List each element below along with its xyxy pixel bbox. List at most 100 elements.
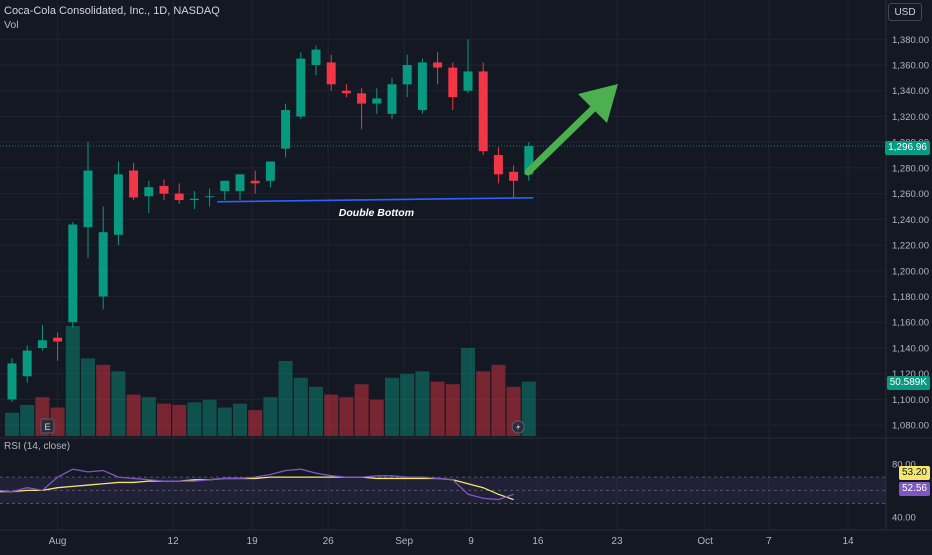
volume-tag: 50.589K [886, 376, 930, 390]
rsi-title: RSI (14, close) [4, 441, 71, 452]
support-line [217, 196, 534, 203]
rsi-line [0, 468, 514, 501]
volume-bar [263, 397, 278, 436]
price-tick-label: 1,080.00 [892, 421, 929, 432]
candle-body [463, 71, 473, 91]
candle-body [174, 193, 184, 201]
price-tick-label: 1,360.00 [892, 61, 929, 72]
rsi-tick-label: 80.00 [892, 459, 916, 470]
rsi-ma-tag: 53.20 [898, 466, 930, 480]
candle-body [478, 71, 488, 152]
time-axis-label: 9 [468, 536, 474, 547]
candle-body [357, 93, 367, 104]
currency-button[interactable]: USD [888, 3, 922, 21]
time-axis-label: Sep [395, 536, 413, 547]
volume-bar [445, 384, 460, 436]
candle-body [448, 67, 458, 98]
candle-body [417, 62, 427, 111]
volume-bar [111, 371, 126, 436]
volume-bar [278, 360, 293, 436]
volume-bar [217, 407, 232, 436]
price-tick-label: 1,220.00 [892, 241, 929, 252]
candle-body [402, 65, 412, 85]
volume-bar [65, 326, 80, 436]
price-tick-label: 1,320.00 [892, 112, 929, 123]
rsi-ma-line [0, 476, 514, 501]
volume-bar [369, 399, 384, 436]
bullish-arrow-shaft [524, 98, 604, 176]
time-axis-label: 23 [611, 536, 623, 547]
price-tick-label: 1,120.00 [892, 369, 929, 380]
volume-bar [430, 381, 445, 436]
volume-bar [385, 377, 399, 436]
volume-bar [293, 377, 308, 436]
time-axis-label: 14 [842, 536, 854, 547]
candle-body [22, 350, 32, 377]
time-axis-label: 7 [766, 536, 772, 547]
volume-bar [354, 384, 369, 436]
volume-bar [491, 364, 506, 436]
volume-bar [415, 371, 430, 436]
volume-bar [20, 404, 35, 436]
candle-body [113, 174, 123, 235]
earnings-badge-box [40, 418, 55, 434]
time-axis-label: Aug [49, 536, 67, 547]
price-tick-label: 1,380.00 [892, 35, 929, 46]
candle-body [524, 146, 534, 175]
volume-bar [141, 397, 156, 436]
volume-bar [521, 381, 536, 436]
candle-body [250, 180, 260, 184]
candle-body [189, 198, 199, 201]
volume-bar [126, 394, 141, 436]
price-tick-label: 1,180.00 [892, 292, 929, 303]
price-tick-label: 1,140.00 [892, 343, 929, 354]
candle-body [159, 185, 169, 194]
volume-bar [461, 348, 475, 436]
candle-body [83, 170, 93, 228]
rsi-value-tag: 52.56 [898, 482, 930, 496]
price-tick-label: 1,100.00 [892, 395, 929, 406]
candle-body [98, 232, 108, 297]
volume-bar [309, 386, 323, 436]
lightning-icon [511, 420, 525, 434]
volume-bar [400, 373, 415, 436]
time-axis-label: 19 [247, 536, 259, 547]
candle-body [37, 340, 47, 348]
volume-bar [5, 412, 19, 436]
lightning-icon-bolt [516, 423, 521, 431]
price-tick-label: 1,340.00 [892, 86, 929, 97]
volume-bar [248, 410, 263, 436]
symbol-line: Coca-Cola Consolidated, Inc., 1D, NASDAQ [4, 5, 220, 17]
volume-label: Vol [4, 19, 19, 31]
candle-body [205, 196, 215, 198]
candle-body [129, 170, 139, 198]
last-price-tag: 1,296.96 [885, 141, 930, 155]
volume-bar [324, 394, 339, 436]
volume-bar [96, 364, 111, 436]
rsi-tick-label: 40.00 [892, 512, 916, 523]
candle-body [68, 224, 78, 323]
price-tick-label: 1,160.00 [892, 318, 929, 329]
candle-body [144, 187, 154, 197]
bullish-arrow-head [578, 84, 618, 123]
time-axis-label: 16 [532, 536, 544, 547]
volume-bar [233, 403, 247, 436]
double-bottom-label: Double Bottom [339, 207, 414, 219]
candle-body [509, 171, 519, 181]
price-tick-label: 1,240.00 [892, 215, 929, 226]
candle-body [220, 180, 230, 192]
time-axis-label: 26 [323, 536, 335, 547]
price-tick-label: 1,200.00 [892, 266, 929, 277]
candle-body [265, 161, 275, 181]
candle-body [341, 90, 351, 94]
candle-body [235, 174, 245, 192]
volume-bar [187, 402, 202, 436]
volume-bar [81, 358, 95, 436]
volume-bar [172, 404, 187, 436]
candle-body [387, 84, 397, 114]
price-tick-label: 1,260.00 [892, 189, 929, 200]
chart-header: Coca-Cola Consolidated, Inc., 1D, NASDAQ… [4, 4, 220, 32]
volume-bar [339, 397, 354, 436]
